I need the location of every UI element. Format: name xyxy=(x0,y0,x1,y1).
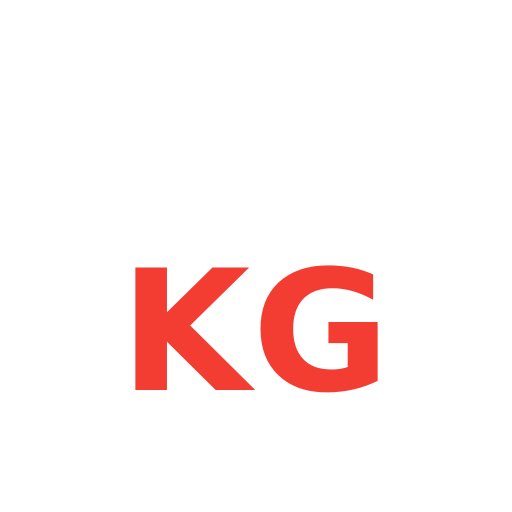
logo-text: KG xyxy=(119,234,393,430)
